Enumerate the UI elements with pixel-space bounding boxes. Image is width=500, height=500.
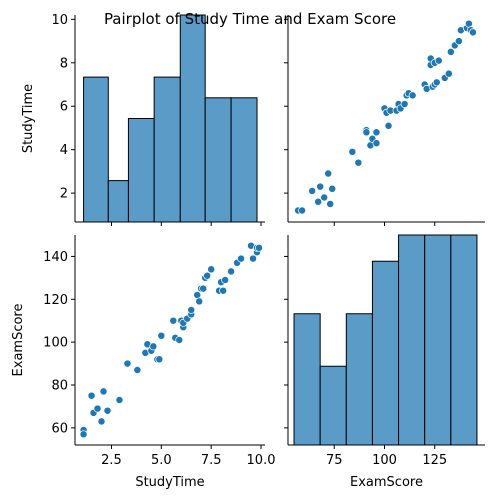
histogram-bar [371, 260, 400, 446]
scatter-point [175, 336, 184, 344]
figure-title: Pairplot of Study Time and Exam Score [104, 10, 396, 28]
y-tick-label: 6 [60, 100, 68, 115]
y-tick-label: 140 [43, 250, 68, 265]
scatter-point [207, 265, 216, 274]
y-tick-label: 120 [43, 293, 68, 308]
x-axis-label-examscore: ExamScore [350, 475, 423, 490]
x-axis-label-studytime: StudyTime [135, 475, 204, 490]
scatter-point [195, 297, 204, 306]
x-tick-label: 75 [326, 453, 343, 468]
scatter-point [468, 28, 477, 37]
scatter-point [324, 169, 333, 178]
histogram-bar [179, 14, 206, 223]
scatter-point [203, 271, 212, 280]
scatter-point [362, 128, 371, 137]
scatter-point [464, 19, 473, 28]
scatter-point [444, 69, 453, 78]
scatter-point [408, 91, 417, 100]
scatter-point [199, 284, 208, 293]
y-tick-label: 8 [60, 56, 68, 71]
histogram-bar [345, 313, 373, 446]
histogram-bar [204, 97, 232, 223]
histogram-bar [107, 180, 129, 223]
scatter-point [326, 200, 335, 208]
x-tick-label: 2.5 [101, 453, 122, 468]
histogram-bar [319, 365, 347, 446]
scatter-point [187, 306, 196, 314]
scatter-point [400, 100, 409, 109]
scatter-point [103, 406, 112, 415]
scatter-point [384, 121, 393, 130]
scatter-point [328, 184, 337, 193]
scatter-point [320, 193, 329, 202]
scatter-point [298, 206, 307, 215]
scatter-point [432, 78, 441, 87]
histogram-bar [153, 76, 181, 223]
histogram-bar [450, 234, 478, 446]
scatter-point [308, 186, 317, 195]
scatter-point [221, 276, 230, 284]
scatter-point [97, 417, 106, 426]
x-tick-label: 10.0 [247, 453, 276, 468]
y-tick-label: 10 [51, 13, 68, 28]
scatter-point [237, 254, 246, 263]
y-axis-label-studytime: StudyTime [21, 84, 36, 153]
scatter-point [155, 355, 164, 364]
scatter-point [372, 139, 381, 148]
scatter-point [227, 267, 236, 276]
scatter-point [249, 254, 257, 263]
y-tick-label: 60 [51, 421, 68, 436]
scatter-point [79, 430, 88, 439]
x-tick-label: 5.0 [151, 453, 172, 468]
scatter-point [93, 404, 102, 413]
scatter-point [133, 366, 142, 374]
scatter-point [123, 359, 132, 368]
scatter-point [157, 331, 166, 340]
x-tick-label: 100 [372, 453, 397, 468]
scatter-point [99, 387, 108, 396]
scatter-point [354, 158, 363, 167]
histogram-bar [230, 97, 258, 223]
histogram-bar [424, 234, 452, 446]
scatter-point [446, 47, 455, 56]
scatter-point [115, 396, 124, 404]
histogram-bar [127, 118, 155, 223]
histogram-bar [83, 76, 109, 223]
scatter-point [348, 147, 357, 156]
y-axis-label-examscore: ExamScore [11, 304, 26, 377]
scatter-point [372, 128, 381, 137]
scatter-point [87, 391, 96, 400]
y-tick-label: 4 [60, 143, 68, 158]
x-tick-label: 125 [422, 453, 447, 468]
scatter-point [434, 56, 443, 65]
y-tick-label: 2 [60, 187, 68, 202]
scatter-point [316, 182, 325, 191]
histogram-bar [398, 234, 426, 446]
y-tick-label: 80 [51, 379, 68, 394]
scatter-point [255, 243, 263, 252]
scatter-point [149, 342, 158, 351]
scatter-point [169, 316, 178, 325]
histogram-bar [293, 313, 321, 446]
y-tick-label: 100 [43, 336, 68, 351]
x-tick-label: 7.5 [201, 453, 222, 468]
scatter-point [454, 37, 463, 46]
scatter-point [314, 197, 323, 206]
scatter-point [219, 286, 228, 295]
panels-group: 2 4 6 8 10 60 80 100 120 140 2.5 5.0 7.5 10.0 75 100 125… [11, 13, 485, 490]
